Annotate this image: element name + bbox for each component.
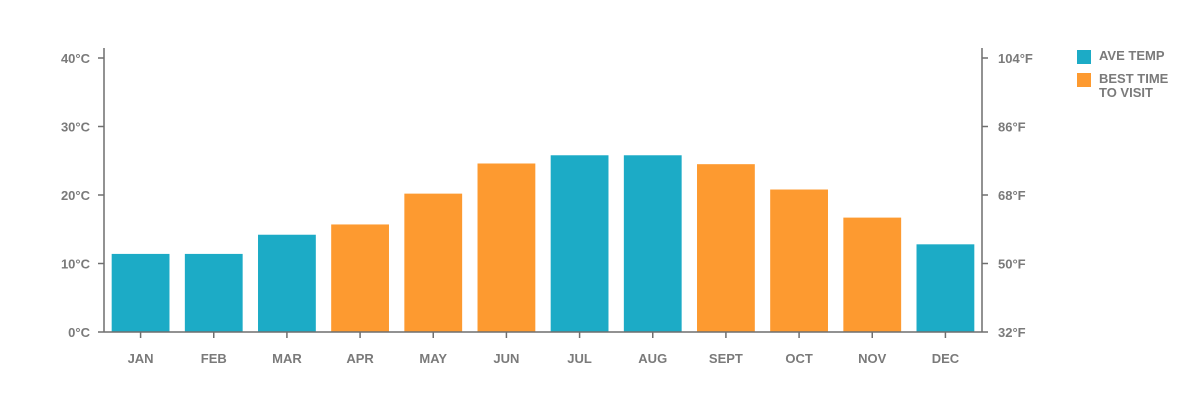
legend-swatch-best-time <box>1077 73 1091 87</box>
legend-item-ave-temp: AVE TEMP <box>1077 49 1197 64</box>
x-axis: JAN FEB MAR APR MAY JUN JUL AUG SEPT OCT NOV DEC <box>104 331 982 366</box>
bar <box>697 164 755 332</box>
legend-label-ave-temp: AVE TEMP <box>1099 48 1165 63</box>
right-tick-label: 68°F <box>998 188 1026 203</box>
x-tick-label: APR <box>346 351 374 366</box>
legend: AVE TEMP BEST TIME TO VISIT <box>1077 49 1197 108</box>
bar <box>916 244 975 332</box>
legend-label-best-time: BEST TIME TO VISIT <box>1099 71 1169 100</box>
bar <box>184 253 243 332</box>
x-tick-label: AUG <box>638 351 667 366</box>
bar <box>770 189 828 332</box>
right-tick-label: 50°F <box>998 257 1026 272</box>
x-tick-label: MAY <box>419 351 447 366</box>
left-tick-label: 20°C <box>61 188 91 203</box>
bar <box>623 155 682 332</box>
bar <box>843 217 902 332</box>
bar <box>550 155 609 332</box>
right-y-axis: 32°F 50°F 68°F 86°F 104°F <box>981 48 1033 340</box>
bars-group <box>111 155 975 332</box>
legend-swatch-ave-temp <box>1077 50 1091 64</box>
x-tick-label: DEC <box>932 351 960 366</box>
x-tick-label: SEPT <box>709 351 743 366</box>
left-tick-label: 30°C <box>61 120 91 135</box>
left-tick-label: 10°C <box>61 257 91 272</box>
right-tick-label: 104°F <box>998 51 1033 66</box>
right-tick-label: 86°F <box>998 120 1026 135</box>
left-tick-label: 0°C <box>68 325 90 340</box>
x-tick-label: MAR <box>272 351 302 366</box>
bar <box>258 234 316 332</box>
bar <box>477 163 536 332</box>
x-tick-label: NOV <box>858 351 887 366</box>
x-tick-label: JUN <box>493 351 519 366</box>
left-tick-label: 40°C <box>61 51 91 66</box>
x-tick-label: JAN <box>128 351 154 366</box>
x-tick-label: JUL <box>567 351 592 366</box>
x-tick-label: OCT <box>785 351 813 366</box>
x-tick-label: FEB <box>201 351 227 366</box>
bar <box>404 193 463 332</box>
left-y-axis: 0°C 10°C 20°C 30°C 40°C <box>61 48 105 340</box>
legend-item-best-time: BEST TIME TO VISIT <box>1077 72 1197 100</box>
bar <box>111 253 170 332</box>
right-tick-label: 32°F <box>998 325 1026 340</box>
bar <box>331 224 389 332</box>
